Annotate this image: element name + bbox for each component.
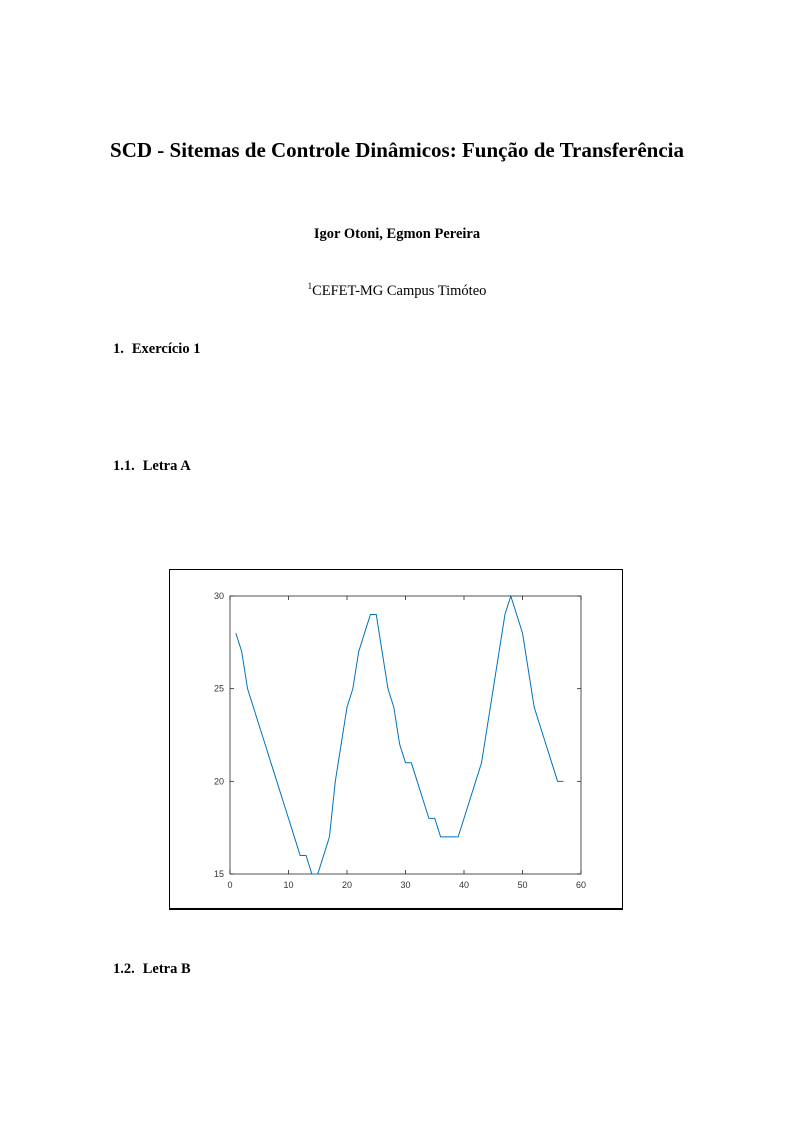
- line-chart: 0 10 20 30 40 50 60 15 20 25 30: [214, 591, 586, 890]
- y-tick-label: 20: [214, 776, 224, 786]
- x-tick-label: 10: [283, 880, 293, 890]
- section-label: Letra B: [142, 961, 191, 977]
- affiliation-text: CEFET-MG Campus Timóteo: [312, 282, 487, 299]
- subsection-heading: 1.2. Letra B: [113, 961, 191, 978]
- section-heading: 1. Exercício 1: [113, 341, 200, 358]
- x-tick-label: 0: [227, 880, 232, 890]
- x-tick-label: 60: [576, 880, 586, 890]
- affiliation: 1CEFET-MG Campus Timóteo: [0, 281, 794, 300]
- plot-area: [229, 595, 582, 875]
- x-tick-label: 50: [517, 880, 527, 890]
- y-tick-label: 15: [214, 869, 224, 879]
- section-label: Exercício 1: [131, 341, 201, 357]
- affiliation-mark: 1: [307, 281, 313, 291]
- x-tick-label: 20: [342, 880, 352, 890]
- section-number: 1.1.: [113, 458, 135, 474]
- authors: Igor Otoni, Egmon Pereira: [313, 226, 481, 242]
- section-number: 1.: [113, 341, 124, 357]
- y-tick-label: 25: [214, 684, 224, 694]
- paper-title: SCD - Sitemas de Controle Dinâmicos: Fun…: [110, 138, 684, 162]
- section-number: 1.2.: [113, 961, 135, 977]
- subsection-heading: 1.1. Letra A: [113, 458, 191, 475]
- x-tick-label: 40: [459, 880, 469, 890]
- section-label: Letra A: [142, 458, 191, 474]
- y-tick-label: 30: [214, 591, 224, 601]
- x-tick-label: 30: [400, 880, 410, 890]
- figure-frame: 0 10 20 30 40 50 60 15 20 25 30: [169, 569, 623, 910]
